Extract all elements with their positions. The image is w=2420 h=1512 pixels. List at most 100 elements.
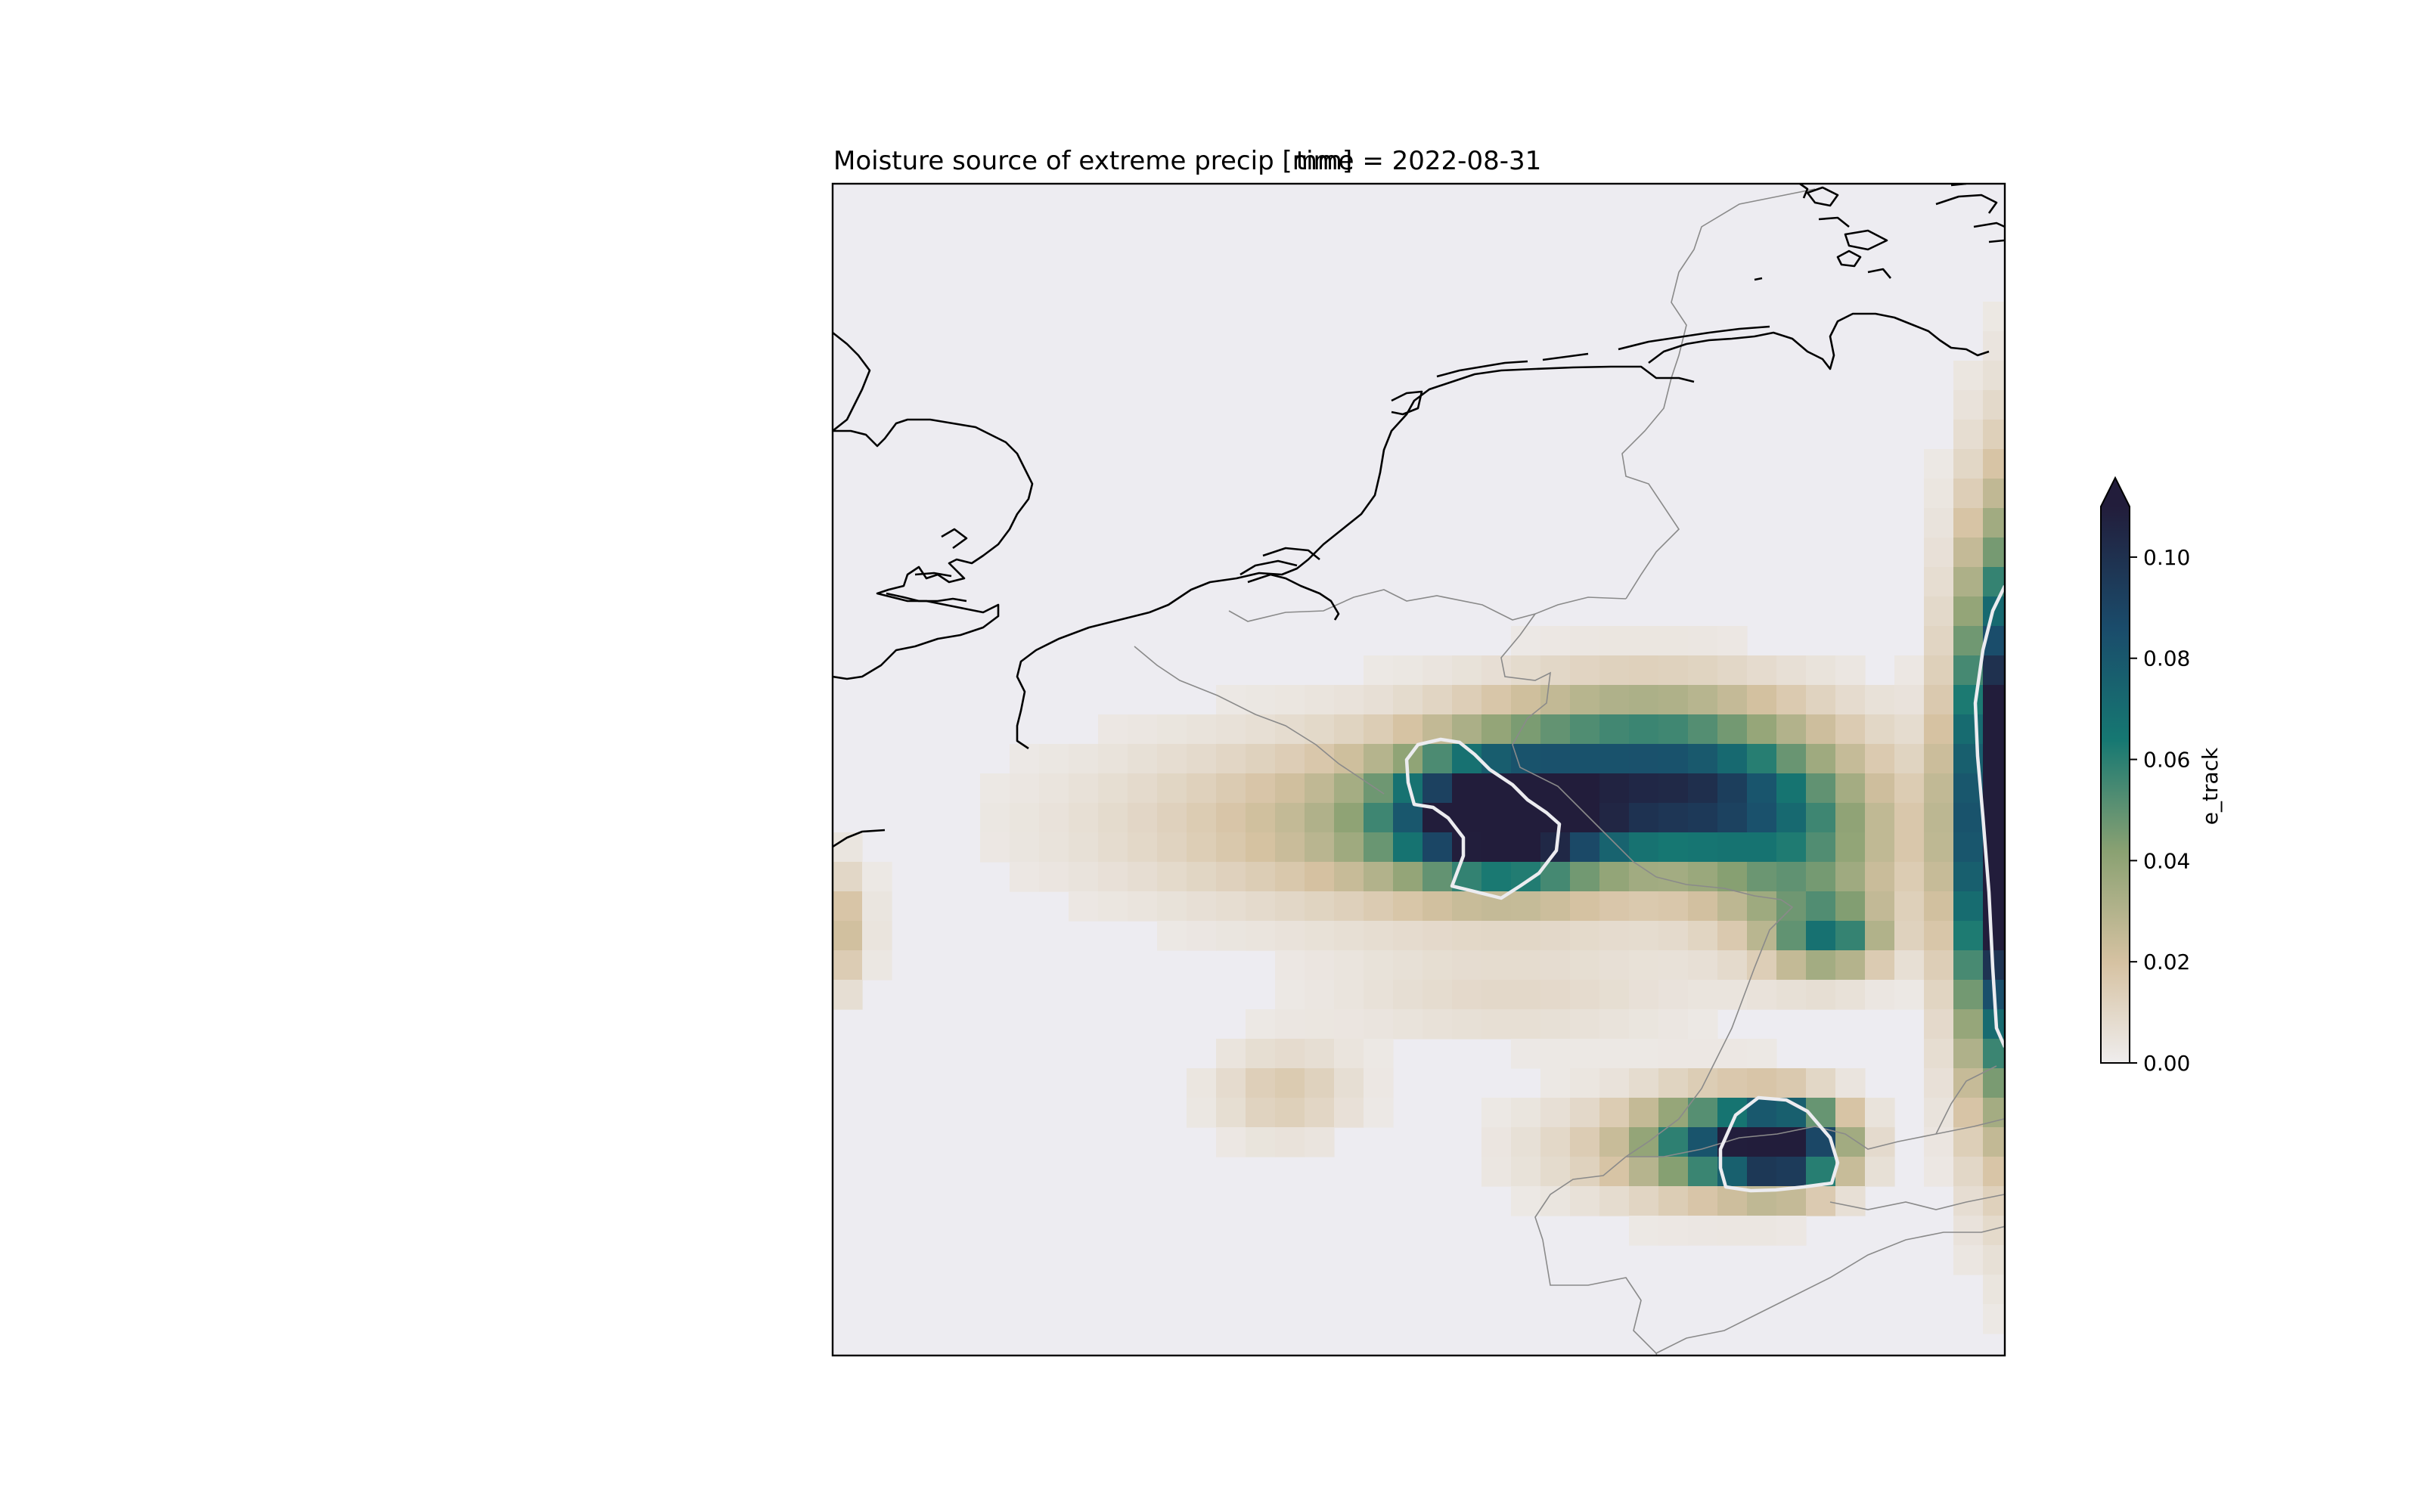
field-cell	[1953, 420, 1984, 450]
field-cell	[1658, 1186, 1689, 1216]
field-cell	[1835, 921, 1866, 951]
field-cell	[1305, 714, 1335, 745]
field-cell	[1747, 1157, 1777, 1187]
field-cell	[1452, 1009, 1482, 1040]
country-borders	[1134, 188, 2005, 1356]
field-cell	[1865, 773, 1895, 804]
field-cell	[1776, 773, 1807, 804]
field-cell	[1717, 714, 1748, 745]
field-cell	[1688, 685, 1718, 715]
field-cell	[1393, 832, 1423, 863]
field-cell	[1658, 655, 1689, 686]
field-cell	[1364, 1098, 1394, 1128]
source-region-contour	[1404, 585, 2005, 1193]
field-cell	[1953, 950, 1984, 981]
field-cell	[1010, 744, 1040, 774]
field-cell	[1747, 921, 1777, 951]
field-cell	[1481, 1157, 1512, 1187]
field-cell	[1599, 1186, 1630, 1216]
field-cell	[1983, 449, 2005, 479]
field-cell	[1658, 980, 1689, 1010]
field-cell	[1924, 744, 1954, 774]
field-cell	[1039, 803, 1069, 833]
field-cell	[1157, 714, 1187, 745]
field-cell	[1098, 862, 1128, 892]
field-cell	[1364, 980, 1394, 1010]
field-cell	[1629, 1216, 1659, 1246]
field-cell	[1511, 655, 1541, 686]
field-cell	[1334, 980, 1364, 1010]
field-cell	[1275, 832, 1305, 863]
field-cell	[1540, 1009, 1571, 1040]
field-cell	[1423, 980, 1453, 1010]
field-cell	[1481, 1009, 1512, 1040]
field-cell	[1806, 773, 1836, 804]
field-cell	[1747, 862, 1777, 892]
field-cell	[1953, 1039, 1984, 1069]
field-cell	[1835, 1157, 1866, 1187]
field-cell	[1275, 744, 1305, 774]
field-cell	[1305, 1009, 1335, 1040]
field-cell	[1983, 1039, 2005, 1069]
field-cell	[1983, 1186, 2005, 1216]
field-cell	[1393, 980, 1423, 1010]
field-cell	[1924, 773, 1954, 804]
field-cell	[1275, 1098, 1305, 1128]
field-cell	[1983, 361, 2005, 391]
field-cell	[1393, 891, 1423, 922]
field-cell	[1098, 773, 1128, 804]
field-cell	[1747, 655, 1777, 686]
field-cell	[1983, 1127, 2005, 1157]
field-cell	[1128, 773, 1158, 804]
coastline	[833, 184, 2005, 848]
field-cell	[1481, 773, 1512, 804]
field-cell	[1717, 803, 1748, 833]
field-cell	[1481, 950, 1512, 981]
field-cell	[1894, 950, 1925, 981]
field-cell	[1835, 744, 1866, 774]
field-cell	[1983, 538, 2005, 568]
field-cell	[1010, 803, 1040, 833]
field-cell	[1069, 773, 1099, 804]
field-cell	[1629, 773, 1659, 804]
field-cell	[1570, 1186, 1600, 1216]
field-cell	[1599, 1068, 1630, 1098]
field-cell	[1747, 803, 1777, 833]
field-cell	[1658, 1009, 1689, 1040]
field-cell	[1776, 744, 1807, 774]
field-cell	[1540, 1127, 1571, 1157]
field-cell	[1953, 508, 1984, 538]
field-cell	[1275, 891, 1305, 922]
field-cell	[1983, 302, 2005, 332]
field-cell	[1806, 1098, 1836, 1128]
field-cell	[1806, 832, 1836, 863]
field-cell	[1688, 714, 1718, 745]
field-cell	[1216, 832, 1246, 863]
field-cell	[1688, 891, 1718, 922]
field-cell	[1983, 685, 2005, 715]
field-cell	[1275, 950, 1305, 981]
field-cell	[1953, 449, 1984, 479]
field-cell	[1983, 508, 2005, 538]
field-cell	[1924, 1039, 1954, 1069]
field-cell	[1717, 921, 1748, 951]
field-cell	[1216, 1039, 1246, 1069]
field-cell	[1776, 921, 1807, 951]
field-cell	[1305, 1039, 1335, 1069]
field-cell	[1953, 1009, 1984, 1040]
field-cell	[1658, 1216, 1689, 1246]
field-cell	[1806, 891, 1836, 922]
field-cell	[862, 862, 892, 892]
field-cell	[833, 862, 863, 892]
field-cell	[1747, 1127, 1777, 1157]
field-cell	[1481, 921, 1512, 951]
field-cell	[1747, 685, 1777, 715]
field-cell	[1924, 508, 1954, 538]
field-cell	[1924, 449, 1954, 479]
field-cell	[1983, 390, 2005, 420]
field-cell	[1098, 832, 1128, 863]
field-cell	[1983, 773, 2005, 804]
field-cell	[1128, 832, 1158, 863]
field-cell	[1717, 980, 1748, 1010]
field-cell	[1983, 420, 2005, 450]
